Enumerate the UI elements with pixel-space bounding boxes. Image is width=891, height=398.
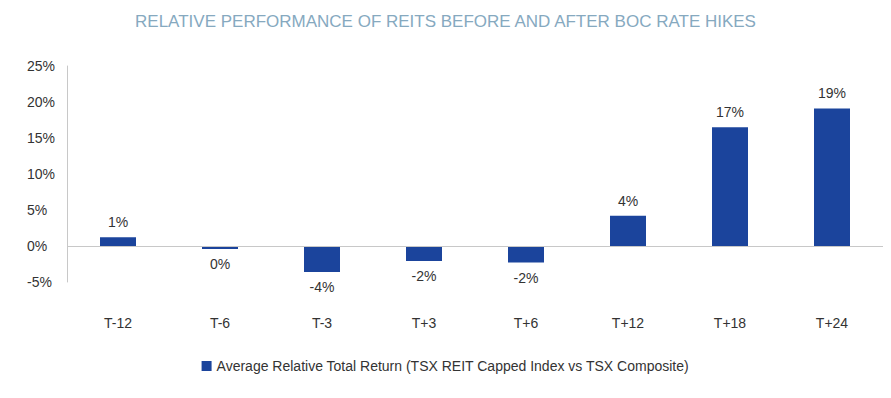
svg-text:T-6: T-6 <box>210 315 230 331</box>
svg-text:10%: 10% <box>27 166 55 182</box>
svg-text:-5%: -5% <box>27 274 52 290</box>
svg-text:T-12: T-12 <box>104 315 132 331</box>
svg-text:T+12: T+12 <box>612 315 645 331</box>
svg-text:T+6: T+6 <box>514 315 539 331</box>
svg-text:20%: 20% <box>27 94 55 110</box>
svg-text:-2%: -2% <box>412 268 437 284</box>
svg-text:4%: 4% <box>618 193 638 209</box>
svg-text:T+24: T+24 <box>816 315 849 331</box>
svg-text:-2%: -2% <box>514 270 539 286</box>
svg-text:-4%: -4% <box>310 279 335 295</box>
svg-text:19%: 19% <box>818 85 846 101</box>
svg-text:T-3: T-3 <box>312 315 332 331</box>
svg-text:15%: 15% <box>27 130 55 146</box>
svg-text:17%: 17% <box>716 104 744 120</box>
svg-text:Average Relative Total Return: Average Relative Total Return (TSX REIT … <box>217 358 689 374</box>
svg-text:RELATIVE PERFORMANCE OF REITS: RELATIVE PERFORMANCE OF REITS BEFORE AND… <box>135 12 756 31</box>
svg-text:0%: 0% <box>27 238 47 254</box>
svg-text:0%: 0% <box>210 256 230 272</box>
svg-text:25%: 25% <box>27 58 55 74</box>
svg-text:T+3: T+3 <box>412 315 437 331</box>
svg-text:T+18: T+18 <box>714 315 747 331</box>
svg-text:1%: 1% <box>108 214 128 230</box>
svg-text:5%: 5% <box>27 202 47 218</box>
